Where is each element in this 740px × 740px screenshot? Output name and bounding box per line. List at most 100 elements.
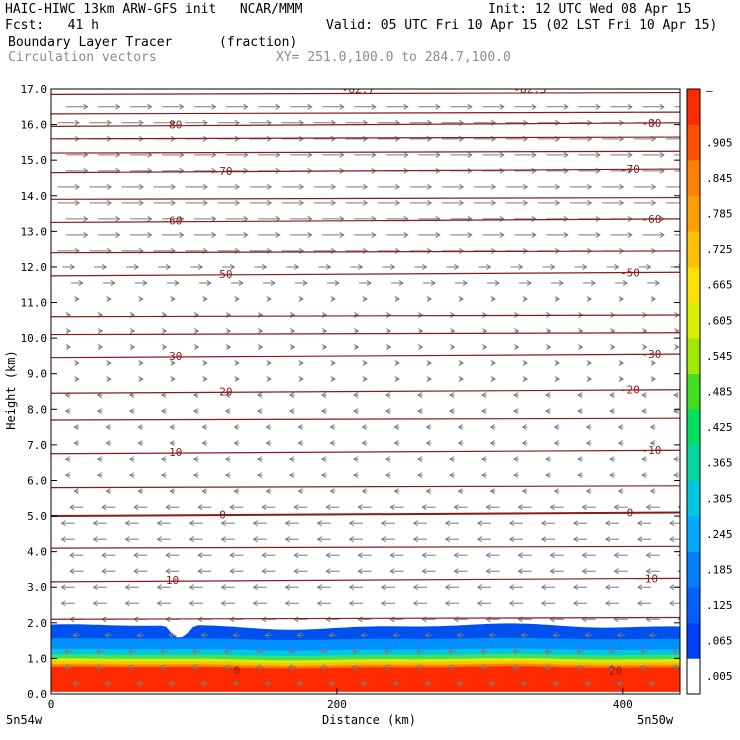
wind-vector-head bbox=[467, 231, 473, 238]
wind-vector-head bbox=[138, 183, 144, 190]
wind-vector bbox=[610, 151, 633, 158]
wind-vector-head bbox=[232, 680, 238, 687]
wind-vector bbox=[106, 376, 112, 382]
wind-vector bbox=[454, 280, 468, 286]
wind-vector-head bbox=[417, 408, 423, 414]
wind-vector bbox=[489, 424, 496, 431]
wind-vector-head bbox=[467, 103, 473, 110]
wind-vector bbox=[478, 264, 492, 270]
wind-vector bbox=[641, 472, 647, 479]
wind-vector-head bbox=[389, 552, 395, 559]
wind-vector bbox=[320, 408, 327, 414]
wind-vector-head bbox=[553, 424, 559, 431]
wind-vector bbox=[266, 296, 272, 302]
wind-vector bbox=[360, 680, 369, 687]
wind-vector bbox=[232, 632, 241, 639]
wind-vector bbox=[450, 103, 473, 110]
wind-vector-head bbox=[307, 103, 313, 110]
wind-vector bbox=[409, 199, 433, 206]
wind-vector-head bbox=[457, 488, 463, 495]
wind-vector-head bbox=[486, 264, 492, 270]
wind-vector bbox=[380, 584, 395, 591]
wind-vector bbox=[106, 360, 112, 366]
wind-vector bbox=[74, 360, 80, 366]
wind-vector-head bbox=[418, 328, 424, 334]
wind-vector-head bbox=[449, 472, 455, 479]
wind-vector bbox=[92, 600, 107, 607]
wind-vector bbox=[249, 199, 273, 206]
wind-vector-head bbox=[223, 664, 229, 671]
wind-vector-head bbox=[255, 648, 261, 655]
wind-vector-head bbox=[191, 648, 197, 655]
wind-vector-head bbox=[426, 376, 432, 382]
wind-vector bbox=[169, 424, 176, 431]
contour-label: -20 bbox=[213, 386, 233, 399]
wind-vector bbox=[677, 505, 680, 509]
wind-vector-head bbox=[233, 488, 239, 495]
wind-vector-head bbox=[129, 344, 136, 350]
wind-vector-head bbox=[640, 664, 646, 671]
wind-vector-head bbox=[160, 392, 167, 398]
wind-vector bbox=[482, 151, 505, 158]
wind-vector-head bbox=[97, 344, 104, 350]
wind-vector-head bbox=[385, 392, 391, 398]
y-tick-label: 1.0 bbox=[27, 652, 47, 665]
wind-vector bbox=[450, 312, 456, 318]
wind-vector-head bbox=[458, 296, 464, 302]
wind-vector-head bbox=[229, 552, 235, 559]
wind-vector-head bbox=[329, 488, 335, 495]
wind-vector bbox=[293, 568, 308, 575]
wind-vector-head bbox=[275, 151, 281, 158]
wind-vector-head bbox=[297, 440, 303, 447]
wind-vector bbox=[473, 199, 497, 206]
wind-vector-head bbox=[403, 103, 409, 110]
colorbar-swatch bbox=[687, 444, 700, 481]
wind-vector bbox=[386, 151, 409, 158]
wind-vector-head bbox=[646, 264, 652, 270]
wind-vector-head bbox=[316, 520, 322, 527]
wind-vector bbox=[266, 376, 272, 382]
wind-vector-head bbox=[288, 456, 295, 463]
wind-vector-head bbox=[479, 648, 486, 655]
wind-vector bbox=[133, 568, 148, 575]
wind-vector-head bbox=[96, 408, 103, 414]
wind-vector bbox=[616, 680, 625, 687]
temperature-contour-line bbox=[51, 218, 680, 224]
colorbar-label: .545 bbox=[706, 350, 733, 363]
wind-vector-head bbox=[586, 360, 593, 366]
wind-vector-head bbox=[233, 424, 239, 431]
wind-vector bbox=[217, 119, 241, 126]
wind-vector-head bbox=[555, 119, 561, 126]
wind-vector bbox=[354, 103, 377, 110]
wind-vector-head bbox=[170, 199, 176, 206]
y-tick-label: 8.0 bbox=[27, 403, 47, 416]
wind-vector-head bbox=[252, 520, 258, 527]
wind-vector-head bbox=[649, 440, 655, 447]
wind-vector bbox=[217, 199, 241, 206]
wind-vector bbox=[161, 215, 185, 222]
wind-vector bbox=[421, 568, 436, 575]
wind-vector bbox=[124, 584, 139, 591]
wind-vector bbox=[485, 552, 500, 559]
wind-vector-head bbox=[444, 584, 451, 591]
wind-vector bbox=[546, 151, 569, 158]
wind-vector bbox=[92, 584, 107, 591]
wind-vector-head bbox=[389, 616, 395, 623]
wind-vector bbox=[297, 440, 304, 447]
field-units: (fraction) bbox=[219, 35, 298, 50]
wind-vector-head bbox=[293, 552, 299, 559]
wind-vector-head bbox=[124, 600, 130, 607]
wind-vector bbox=[514, 231, 537, 238]
wind-vector bbox=[674, 234, 680, 236]
wind-vector bbox=[514, 344, 520, 350]
wind-vector bbox=[642, 231, 665, 238]
wind-vector-head bbox=[489, 440, 495, 447]
wind-vector-head bbox=[319, 664, 325, 671]
wind-vector bbox=[330, 296, 336, 302]
wind-vector bbox=[158, 264, 172, 270]
wind-vector-head bbox=[293, 568, 299, 575]
wind-vector bbox=[540, 536, 556, 543]
wind-vector-head bbox=[577, 456, 583, 463]
wind-vector bbox=[124, 536, 139, 543]
wind-vector-head bbox=[575, 648, 582, 655]
